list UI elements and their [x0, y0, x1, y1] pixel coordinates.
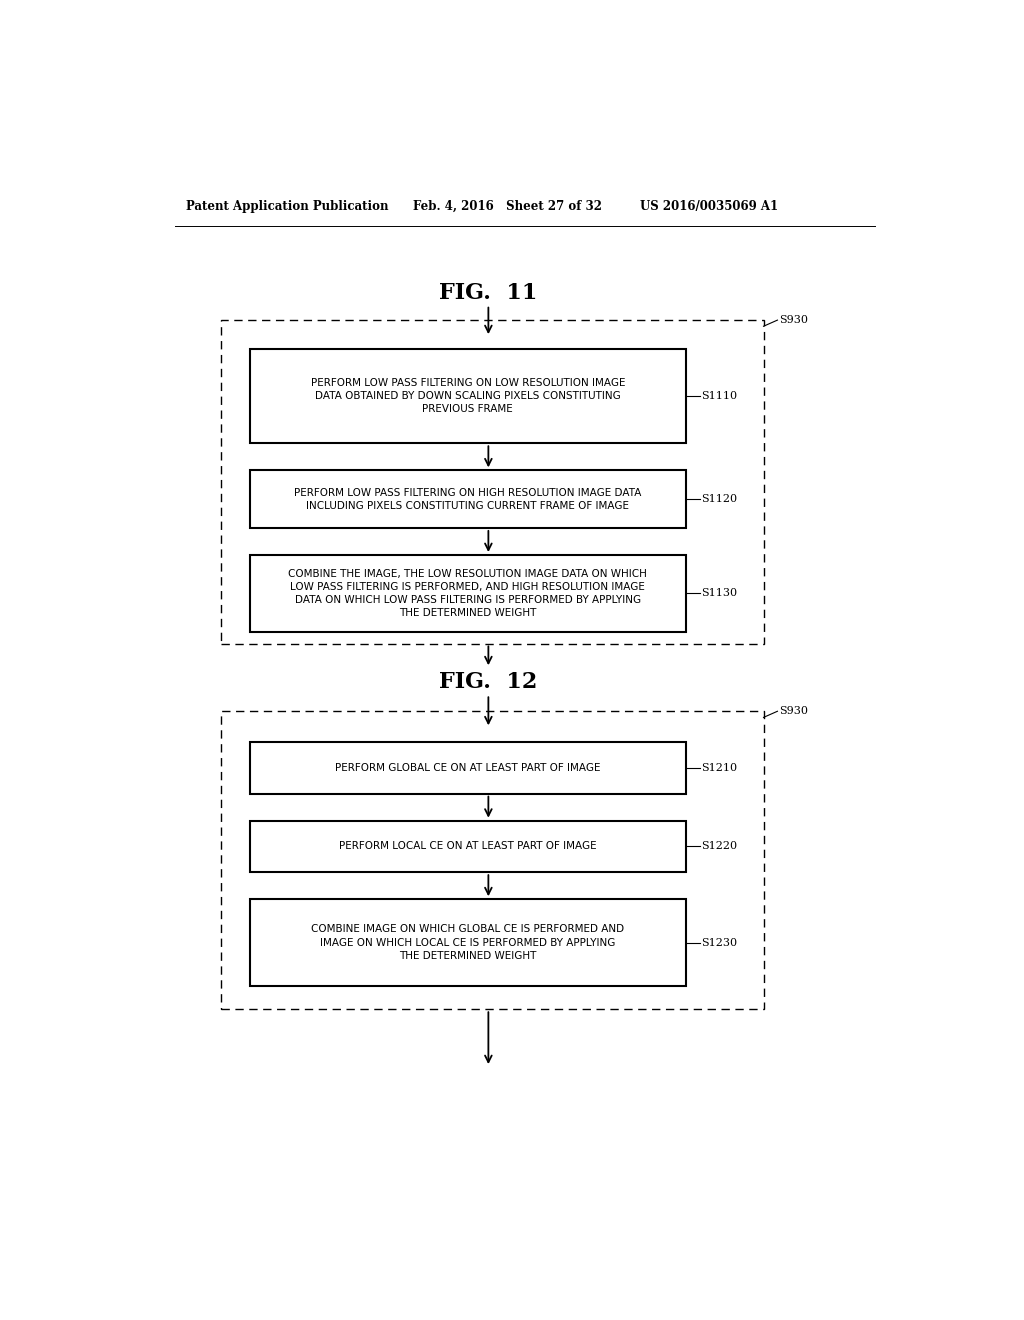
- Bar: [250, 899, 686, 986]
- Text: S1130: S1130: [701, 589, 737, 598]
- Bar: [250, 742, 686, 793]
- Text: S1210: S1210: [701, 763, 737, 772]
- Text: PERFORM LOW PASS FILTERING ON HIGH RESOLUTION IMAGE DATA
INCLUDING PIXELS CONSTI: PERFORM LOW PASS FILTERING ON HIGH RESOL…: [294, 487, 641, 511]
- Text: COMBINE THE IMAGE, THE LOW RESOLUTION IMAGE DATA ON WHICH
LOW PASS FILTERING IS : COMBINE THE IMAGE, THE LOW RESOLUTION IM…: [289, 569, 647, 618]
- Text: Feb. 4, 2016   Sheet 27 of 32: Feb. 4, 2016 Sheet 27 of 32: [414, 199, 602, 213]
- Text: FIG.  12: FIG. 12: [439, 671, 538, 693]
- Text: COMBINE IMAGE ON WHICH GLOBAL CE IS PERFORMED AND
IMAGE ON WHICH LOCAL CE IS PER: COMBINE IMAGE ON WHICH GLOBAL CE IS PERF…: [311, 924, 625, 961]
- Text: PERFORM GLOBAL CE ON AT LEAST PART OF IMAGE: PERFORM GLOBAL CE ON AT LEAST PART OF IM…: [335, 763, 601, 772]
- Bar: [221, 321, 764, 644]
- Bar: [250, 470, 686, 528]
- Text: S1230: S1230: [701, 937, 737, 948]
- Text: S930: S930: [779, 706, 808, 717]
- Bar: [250, 554, 686, 632]
- Text: PERFORM LOCAL CE ON AT LEAST PART OF IMAGE: PERFORM LOCAL CE ON AT LEAST PART OF IMA…: [339, 841, 597, 851]
- Text: PERFORM LOW PASS FILTERING ON LOW RESOLUTION IMAGE
DATA OBTAINED BY DOWN SCALING: PERFORM LOW PASS FILTERING ON LOW RESOLU…: [310, 378, 625, 414]
- Text: S1120: S1120: [701, 494, 737, 504]
- Bar: [250, 821, 686, 873]
- Text: US 2016/0035069 A1: US 2016/0035069 A1: [640, 199, 777, 213]
- Text: S930: S930: [779, 315, 808, 325]
- Text: FIG.  11: FIG. 11: [439, 282, 538, 304]
- Text: S1110: S1110: [701, 391, 737, 401]
- Text: Patent Application Publication: Patent Application Publication: [186, 199, 389, 213]
- Text: S1220: S1220: [701, 841, 737, 851]
- Bar: [221, 711, 764, 1010]
- Bar: [250, 348, 686, 444]
